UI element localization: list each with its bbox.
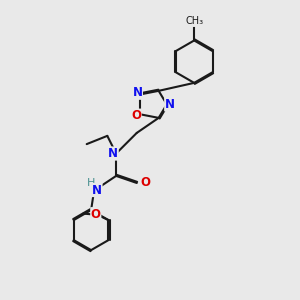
Text: CH₃: CH₃ [185,16,203,26]
Text: N: N [92,184,102,196]
Text: N: N [165,98,175,111]
Text: N: N [132,86,142,99]
Text: O: O [131,109,141,122]
Text: N: N [108,147,118,160]
Text: H: H [87,178,95,188]
Text: O: O [91,208,101,221]
Text: O: O [140,176,150,189]
